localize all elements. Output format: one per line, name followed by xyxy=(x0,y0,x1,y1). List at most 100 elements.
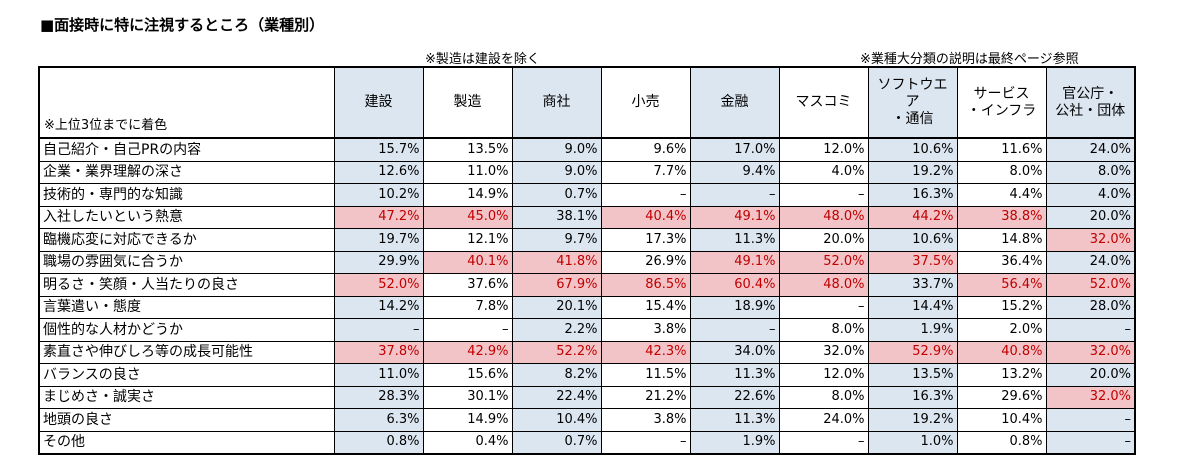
value-cell: 19.2% xyxy=(867,408,958,432)
value-cell: – xyxy=(778,183,869,207)
value-cell: 41.8% xyxy=(511,250,602,274)
value-cell: 8.0% xyxy=(778,385,869,409)
value-cell: 12.0% xyxy=(778,137,869,162)
value-cell: 42.3% xyxy=(600,340,691,364)
value-cell: – xyxy=(422,318,513,342)
value-cell: 14.9% xyxy=(422,183,513,207)
value-cell: 11.3% xyxy=(689,363,780,387)
column-header: マスコミ xyxy=(778,66,869,139)
value-cell: 11.5% xyxy=(600,363,691,387)
value-cell: 0.8% xyxy=(333,430,424,455)
row-label: まじめさ・誠実さ xyxy=(38,385,335,409)
table-row: 企業・業界理解の深さ 12.6% 11.0% 9.0% 7.7% 9.4% 4.0% 19.2… xyxy=(38,160,1136,184)
row-label: 明るさ・笑顔・人当たりの良さ xyxy=(38,273,335,297)
column-header: 官公庁・ 公社・団体 xyxy=(1045,66,1136,139)
value-cell: 22.4% xyxy=(511,385,602,409)
value-cell: – xyxy=(778,295,869,319)
value-cell: 21.2% xyxy=(600,385,691,409)
value-cell: 14.9% xyxy=(422,408,513,432)
value-cell: 40.8% xyxy=(956,340,1047,364)
value-cell: 37.5% xyxy=(867,250,958,274)
column-header-line: 公社・団体 xyxy=(1055,102,1126,119)
value-cell: 42.9% xyxy=(422,340,513,364)
value-cell: 32.0% xyxy=(778,340,869,364)
value-cell: 9.7% xyxy=(511,228,602,252)
row-label: 素直さや伸びしろ等の成長可能性 xyxy=(38,340,335,364)
column-header-line: 商社 xyxy=(542,94,571,110)
value-cell: 52.9% xyxy=(867,340,958,364)
value-cell: 40.1% xyxy=(422,250,513,274)
row-label: 地頭の良さ xyxy=(38,408,335,432)
value-cell: 38.1% xyxy=(511,205,602,229)
value-cell: 4.4% xyxy=(956,183,1047,207)
value-cell: 26.9% xyxy=(600,250,691,274)
value-cell: 60.4% xyxy=(689,273,780,297)
column-header-line: ア xyxy=(905,94,920,110)
value-cell: 11.6% xyxy=(956,137,1047,162)
value-cell: 17.3% xyxy=(600,228,691,252)
page-title: ■面接時に特に注視するところ（業種別） xyxy=(40,16,325,34)
value-cell: 19.7% xyxy=(333,228,424,252)
table-row: 個性的な人材かどうか – –2.2% 3.8% –8.0% 1.9% 2.0% – xyxy=(38,318,1136,342)
column-header-line: ソフトウエ xyxy=(877,77,948,93)
value-cell: 30.1% xyxy=(422,385,513,409)
value-cell: 10.4% xyxy=(956,408,1047,432)
column-header-line: サービス xyxy=(973,85,1030,102)
value-cell: – xyxy=(600,183,691,207)
value-cell: 8.0% xyxy=(1045,160,1136,184)
value-cell: 29.9% xyxy=(333,250,424,274)
value-cell: 8.2% xyxy=(511,363,602,387)
table-row: まじめさ・誠実さ 28.3% 30.1% 22.4% 21.2% 22.6% 8.0% 16.… xyxy=(38,385,1136,409)
value-cell: 16.3% xyxy=(867,385,958,409)
value-cell: 36.4% xyxy=(956,250,1047,274)
value-cell: 47.2% xyxy=(333,205,424,229)
value-cell: – xyxy=(1045,408,1136,432)
table-row: 臨機応変に対応できるか 19.7% 12.1% 9.7% 17.3% 11.3% 20.0%… xyxy=(38,228,1136,252)
table-row: 技術的・専門的な知識 10.2% 14.9% 0.7% – – –16.3% 4.4% 4.0% xyxy=(38,183,1136,207)
value-cell: 14.2% xyxy=(333,295,424,319)
table-body: 自己紹介・自己PRの内容 15.7% 13.5% 9.0% 9.6% 17.0% 12.0%… xyxy=(38,137,1136,455)
column-header: サービス ・インフラ xyxy=(956,66,1047,139)
value-cell: 2.2% xyxy=(511,318,602,342)
value-cell: 52.2% xyxy=(511,340,602,364)
value-cell: 9.0% xyxy=(511,137,602,162)
value-cell: 20.0% xyxy=(1045,363,1136,387)
value-cell: 9.0% xyxy=(511,160,602,184)
row-label: 職場の雰囲気に合うか xyxy=(38,250,335,274)
value-cell: 29.6% xyxy=(956,385,1047,409)
value-cell: 13.5% xyxy=(867,363,958,387)
value-cell: 0.8% xyxy=(956,430,1047,455)
value-cell: 56.4% xyxy=(956,273,1047,297)
value-cell: 12.6% xyxy=(333,160,424,184)
value-cell: 24.0% xyxy=(1045,250,1136,274)
column-header: ソフトウエア・通信 xyxy=(867,66,958,139)
classification-note: ※業種大分類の説明は最終ページ参照 xyxy=(860,52,1079,67)
value-cell: 38.8% xyxy=(956,205,1047,229)
value-cell: 44.2% xyxy=(867,205,958,229)
value-cell: 15.7% xyxy=(333,137,424,162)
table-row: バランスの良さ 11.0% 15.6% 8.2% 11.5% 11.3% 12.0% 13.5… xyxy=(38,363,1136,387)
value-cell: 6.3% xyxy=(333,408,424,432)
value-cell: 48.0% xyxy=(778,205,869,229)
value-cell: 15.2% xyxy=(956,295,1047,319)
value-cell: 28.3% xyxy=(333,385,424,409)
value-cell: 8.0% xyxy=(956,160,1047,184)
value-cell: – xyxy=(600,430,691,455)
value-cell: 18.9% xyxy=(689,295,780,319)
value-cell: 34.0% xyxy=(689,340,780,364)
column-header: 小売 xyxy=(600,66,691,139)
value-cell: 14.4% xyxy=(867,295,958,319)
value-cell: 28.0% xyxy=(1045,295,1136,319)
value-cell: 48.0% xyxy=(778,273,869,297)
value-cell: 12.0% xyxy=(778,363,869,387)
value-cell: 33.7% xyxy=(867,273,958,297)
row-label: その他 xyxy=(38,430,335,455)
column-header-line: ・インフラ xyxy=(966,102,1037,119)
value-cell: 11.0% xyxy=(333,363,424,387)
value-cell: 32.0% xyxy=(1045,385,1136,409)
value-cell: 10.6% xyxy=(867,137,958,162)
value-cell: – xyxy=(333,318,424,342)
column-header: 製造 xyxy=(422,66,513,139)
value-cell: 32.0% xyxy=(1045,340,1136,364)
value-cell: 0.7% xyxy=(511,183,602,207)
